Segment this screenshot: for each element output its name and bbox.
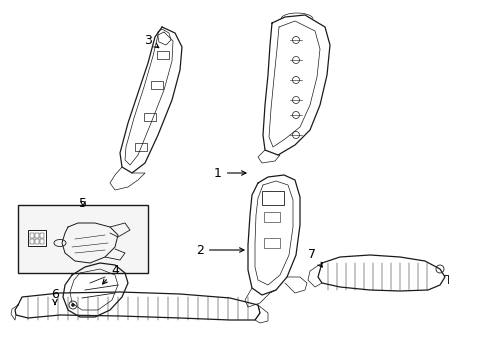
Bar	[135, 143, 147, 151]
Text: 6: 6	[51, 288, 59, 305]
Bar	[151, 81, 163, 89]
Bar	[157, 51, 169, 59]
Bar	[143, 113, 156, 121]
Bar	[28, 230, 46, 246]
Bar	[264, 212, 280, 222]
Bar	[40, 233, 44, 238]
Text: 3: 3	[144, 33, 159, 48]
Text: 1: 1	[214, 166, 245, 180]
Bar	[262, 191, 284, 205]
Bar	[18, 205, 148, 273]
Bar	[30, 233, 34, 238]
Circle shape	[71, 303, 74, 306]
Bar	[35, 233, 39, 238]
Bar	[40, 239, 44, 244]
Text: 4: 4	[102, 264, 119, 284]
Bar	[264, 238, 280, 248]
Bar	[30, 239, 34, 244]
Text: 5: 5	[79, 197, 87, 210]
Text: 7: 7	[307, 248, 322, 267]
Bar	[35, 239, 39, 244]
Text: 2: 2	[196, 243, 244, 256]
